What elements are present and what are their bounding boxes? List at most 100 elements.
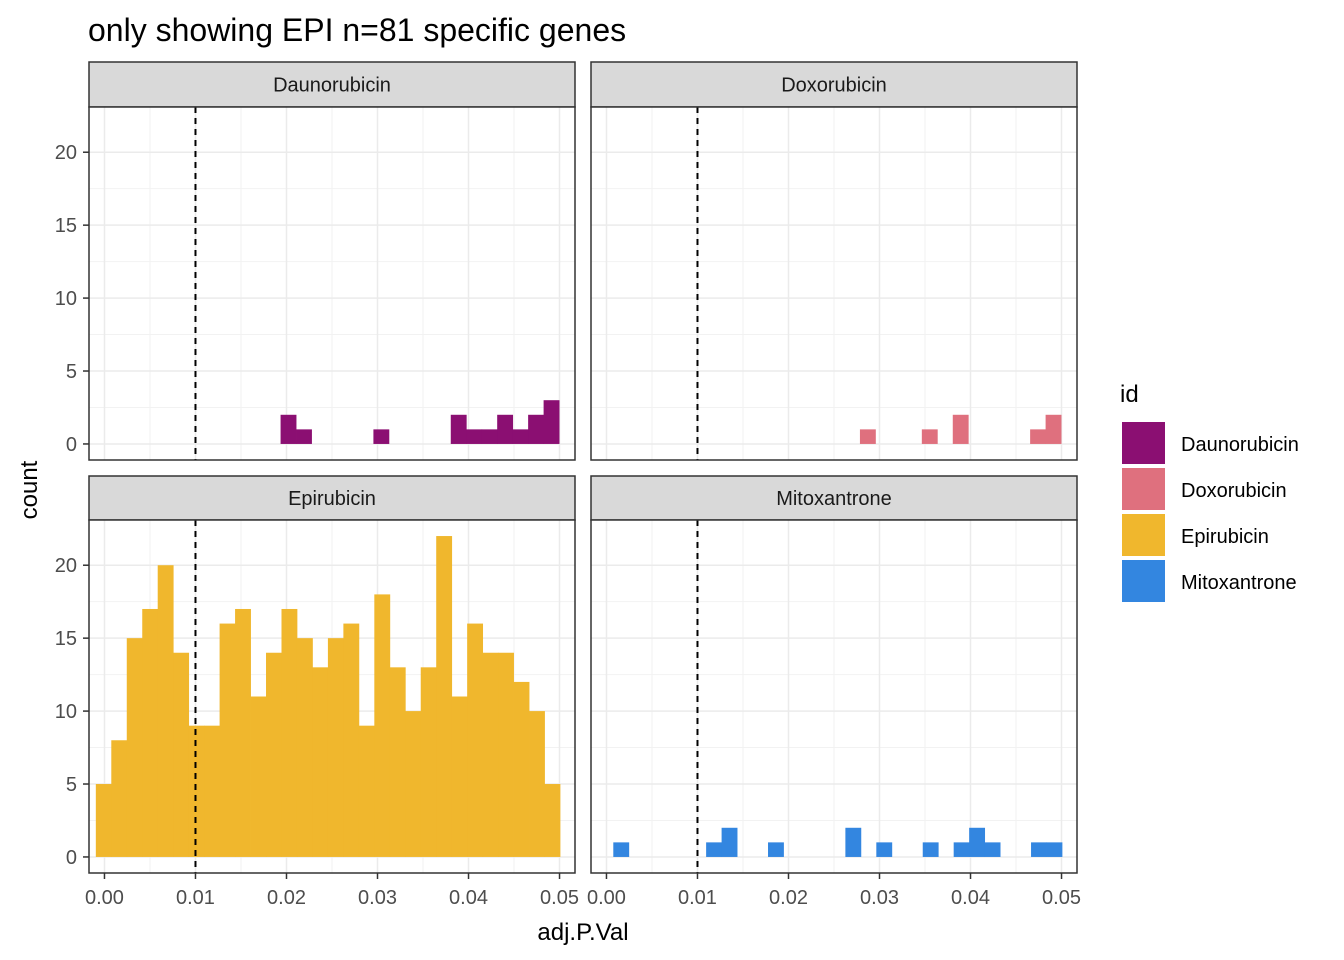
histogram-bar: [1030, 429, 1047, 444]
legend-key-daunorubicin: [1122, 422, 1165, 464]
legend: id Daunorubicin Doxorubicin Epirubicin Mito…: [1120, 381, 1299, 602]
histogram-bar: [952, 414, 969, 444]
panel-border: [88, 106, 576, 461]
histogram-bar: [498, 652, 514, 857]
histogram-bar: [343, 623, 360, 857]
histogram-bar: [373, 429, 390, 444]
facet-strip-label: Mitoxantrone: [776, 488, 892, 510]
legend-key-epirubicin: [1122, 514, 1165, 556]
chart-title: only showing EPI n=81 specific genes: [88, 12, 626, 48]
histogram-bar: [466, 429, 483, 444]
histogram-bar: [157, 565, 174, 857]
histogram-bar: [859, 429, 876, 444]
histogram-bar: [953, 842, 970, 857]
x-tick-label: 0.02: [267, 887, 306, 909]
histogram-bar: [706, 842, 723, 857]
y-tick-label: 20: [55, 142, 77, 164]
y-tick-label: 15: [55, 628, 77, 650]
legend-title: id: [1120, 381, 1139, 408]
facet-panel-daunorubicin: Daunorubicin 0 5 10 15 20: [55, 61, 576, 461]
histogram-bar: [296, 638, 313, 857]
histogram-bar: [497, 414, 514, 444]
panel-border: [590, 519, 1078, 874]
x-tick-label: 0.04: [951, 887, 990, 909]
y-tick-label: 20: [55, 555, 77, 577]
y-tick-label: 10: [55, 701, 77, 723]
facet-panel-doxorubicin: Doxorubicin: [590, 61, 1078, 461]
y-tick-label: 10: [55, 288, 77, 310]
histogram-bar: [513, 681, 530, 857]
facet-strip: [88, 475, 576, 521]
histogram-bar: [188, 725, 205, 857]
histogram-bar: [280, 414, 297, 444]
x-tick-label: 0.05: [540, 887, 579, 909]
histogram-bar: [142, 608, 159, 857]
histogram-bar: [389, 667, 406, 857]
histogram-bar: [374, 594, 391, 857]
histogram-bar: [467, 623, 484, 857]
histogram-bar: [266, 652, 282, 857]
histogram-bar: [405, 711, 422, 857]
x-tick-label: 0.03: [860, 887, 899, 909]
histogram-bar: [921, 429, 938, 444]
histogram-bar: [204, 725, 221, 857]
x-tick-label: 0.03: [358, 887, 397, 909]
panel-border: [590, 106, 1078, 461]
histogram-bar: [984, 842, 1001, 857]
facet-panels: Daunorubicin 0 5 10 15 20 Doxorubicin Epirubici…: [55, 61, 1081, 909]
panel-border: [88, 519, 576, 874]
histogram-bar: [296, 429, 312, 444]
histogram-bar: [358, 725, 375, 857]
facet-strip: [88, 61, 576, 108]
y-tick-label: 15: [55, 215, 77, 237]
histogram-bar: [482, 652, 499, 857]
histogram-bar: [420, 667, 437, 857]
x-tick-label: 0.04: [449, 887, 488, 909]
histogram-bar: [219, 623, 236, 857]
histogram-bar: [1046, 842, 1063, 857]
histogram-bar: [528, 414, 545, 444]
histogram-bar: [543, 400, 560, 444]
histogram-bar: [450, 414, 467, 444]
legend-label-epirubicin: Epirubicin: [1181, 526, 1269, 548]
histogram-bar: [1031, 842, 1047, 857]
y-tick-label: 5: [66, 774, 77, 796]
histogram-bar: [126, 638, 143, 857]
x-tick-label: 0.00: [85, 887, 124, 909]
histogram-bar: [768, 842, 784, 857]
histogram-bar: [922, 842, 939, 857]
histogram-bar: [173, 652, 190, 857]
x-tick-label: 0.05: [1042, 887, 1081, 909]
y-tick-label: 0: [66, 434, 77, 456]
histogram-bar: [250, 696, 267, 857]
histogram-bar: [436, 536, 453, 857]
legend-label-daunorubicin: Daunorubicin: [1181, 434, 1299, 456]
facet-panel-epirubicin: Epirubicin 0 5 10 15 20 0.00 0.01 0.02 0.03 0.04 0.…: [55, 475, 579, 909]
histogram-bar: [969, 827, 986, 857]
facet-strip-label: Epirubicin: [288, 488, 376, 510]
legend-key-doxorubicin: [1122, 468, 1165, 510]
histogram-bar: [312, 667, 329, 857]
histogram-bar: [95, 784, 112, 857]
histogram-bar: [327, 638, 344, 857]
histogram-bar: [876, 842, 893, 857]
legend-label-doxorubicin: Doxorubicin: [1181, 480, 1287, 502]
x-tick-label: 0.01: [678, 887, 717, 909]
x-tick-label: 0.02: [769, 887, 808, 909]
histogram-bar: [529, 711, 545, 857]
facet-strip: [590, 61, 1078, 108]
legend-key-mitoxantrone: [1122, 560, 1165, 602]
histogram-bar: [1045, 414, 1062, 444]
histogram-bar: [111, 740, 128, 857]
facet-strip-label: Daunorubicin: [273, 75, 391, 97]
y-tick-label: 0: [66, 847, 77, 869]
y-tick-label: 5: [66, 361, 77, 383]
x-tick-label: 0.00: [587, 887, 626, 909]
histogram-bar: [281, 608, 298, 857]
histogram-bar: [544, 784, 561, 857]
histogram-bar: [845, 827, 862, 857]
histogram-bar: [613, 842, 630, 857]
histogram-bar: [481, 429, 498, 444]
facet-strip: [590, 475, 1078, 521]
